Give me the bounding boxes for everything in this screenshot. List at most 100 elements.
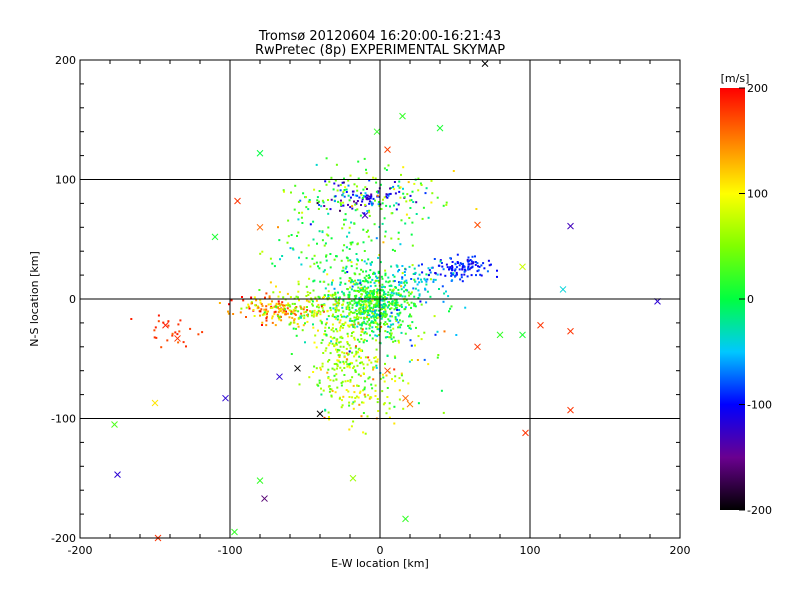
- x-marker-stroke: [384, 146, 391, 153]
- scatter-dot: [258, 289, 261, 291]
- scatter-dot: [396, 308, 399, 311]
- x-marker-stroke: [474, 343, 481, 351]
- scatter-dot: [373, 281, 376, 284]
- x-marker-stroke: [384, 367, 391, 375]
- scatter-dot: [407, 291, 410, 294]
- scatter-dot: [427, 363, 430, 366]
- scatter-dot: [281, 255, 284, 257]
- scatter-dot: [412, 273, 415, 275]
- scatter-dot: [329, 208, 332, 211]
- scatter-dot: [397, 304, 400, 307]
- scatter-dot: [333, 374, 336, 377]
- scatter-dot: [367, 293, 369, 296]
- scatter-dot: [352, 190, 355, 193]
- scatter-dot: [496, 275, 498, 278]
- scatter-dot: [345, 256, 348, 259]
- scatter-dot: [341, 227, 344, 230]
- scatter-dot: [282, 296, 285, 299]
- scatter-dot: [410, 291, 413, 294]
- scatter-dot: [377, 309, 380, 312]
- x-marker-stroke: [373, 128, 381, 136]
- scatter-dot: [308, 300, 311, 303]
- scatter-dot: [245, 316, 247, 318]
- scatter-dot: [317, 265, 319, 268]
- scatter-dot: [354, 289, 357, 292]
- scatter-dot: [469, 259, 472, 261]
- scatter-dot: [379, 289, 382, 292]
- scatter-dot: [470, 262, 473, 265]
- scatter-dot: [171, 332, 174, 335]
- scatter-dot: [370, 361, 373, 364]
- scatter-dot: [355, 309, 358, 312]
- scatter-dot: [430, 179, 433, 182]
- scatter-dot: [369, 276, 371, 279]
- scatter-dot: [398, 283, 401, 286]
- scatter-dot: [308, 376, 311, 379]
- scatter-dot: [327, 212, 330, 215]
- scatter-dot: [349, 380, 352, 383]
- scatter-dot: [374, 321, 377, 324]
- scatter-dot: [300, 316, 303, 319]
- scatter-dot: [354, 279, 357, 282]
- scatter-dot: [319, 310, 322, 313]
- scatter-dot: [387, 291, 390, 294]
- scatter-dot: [385, 169, 388, 171]
- scatter-dot: [384, 293, 387, 296]
- scatter-dot: [278, 239, 281, 242]
- scatter-dot: [409, 292, 412, 295]
- scatter-dot: [387, 276, 390, 279]
- scatter-x-marker: [519, 263, 526, 271]
- scatter-dot: [496, 269, 498, 272]
- scatter-dot: [400, 285, 403, 288]
- scatter-dot: [356, 185, 358, 188]
- scatter-dot: [293, 312, 296, 315]
- scatter-dot: [321, 231, 324, 234]
- scatter-dot: [295, 334, 298, 337]
- scatter-dot: [397, 339, 400, 342]
- scatter-dot: [398, 377, 401, 380]
- scatter-dot: [376, 300, 379, 303]
- scatter-dot: [400, 219, 403, 222]
- scatter-dot: [352, 420, 355, 423]
- scatter-dot: [342, 181, 345, 184]
- scatter-dot: [268, 295, 271, 298]
- scatter-dot: [363, 367, 365, 370]
- scatter-dot: [382, 293, 385, 296]
- scatter-dot: [454, 262, 457, 265]
- scatter-dot: [348, 277, 351, 279]
- scatter-dot: [372, 305, 375, 308]
- scatter-dot: [362, 306, 365, 308]
- scatter-dot: [404, 295, 407, 298]
- scatter-dot: [340, 335, 343, 338]
- scatter-dot: [353, 355, 356, 358]
- scatter-dot: [456, 253, 459, 256]
- scatter-dot: [455, 266, 458, 269]
- scatter-dot: [331, 315, 334, 318]
- scatter-x-marker: [384, 367, 391, 375]
- scatter-dot: [250, 301, 253, 304]
- scatter-dot: [359, 334, 362, 337]
- scatter-dot: [325, 183, 328, 186]
- scatter-dot: [423, 358, 426, 361]
- scatter-dot: [342, 395, 345, 398]
- x-marker-stroke: [211, 233, 219, 241]
- scatter-dot: [356, 312, 358, 315]
- scatter-dot: [391, 300, 394, 303]
- scatter-dot: [357, 286, 360, 289]
- scatter-dot: [351, 241, 354, 244]
- scatter-dot: [341, 369, 343, 372]
- scatter-dot: [341, 404, 344, 407]
- scatter-dot: [343, 362, 346, 365]
- scatter-dot: [341, 380, 344, 383]
- scatter-dot: [345, 246, 348, 249]
- scatter-dot: [324, 330, 327, 333]
- scatter-dot: [329, 306, 332, 309]
- scatter-dot: [365, 291, 367, 294]
- scatter-dot: [353, 222, 356, 225]
- scatter-dot: [393, 355, 396, 358]
- scatter-dot: [362, 270, 364, 273]
- scatter-dot: [339, 313, 342, 316]
- scatter-dot: [372, 176, 375, 179]
- scatter-dot: [387, 164, 390, 167]
- scatter-dot: [297, 296, 299, 299]
